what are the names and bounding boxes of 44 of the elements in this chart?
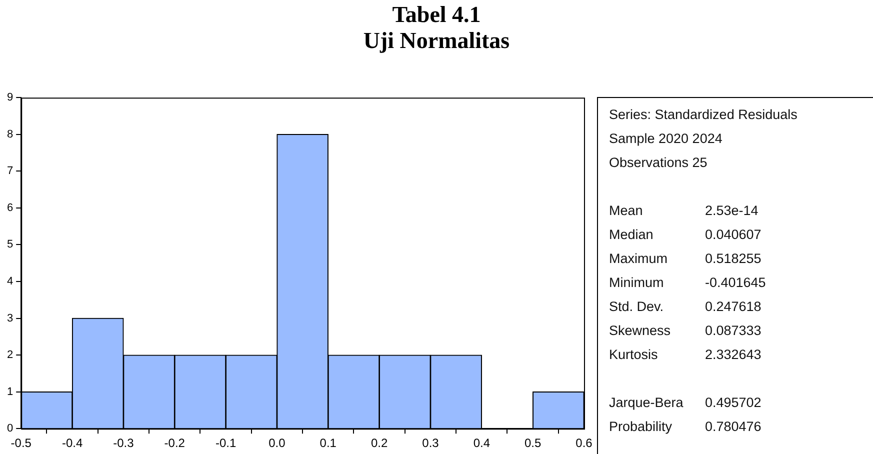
category-label: Median [609,226,654,244]
x-tick-label: 0.2 [370,436,388,450]
y-tick-label: 9 [6,92,14,104]
y-tick-label: 7 [6,165,14,178]
y-tick-label: 2 [6,349,14,362]
x-tick-label: 0.6 [576,436,593,450]
x-tick-label: -0.5 [10,436,32,450]
category-label: Mean [609,202,644,220]
y-tick-label: 4 [6,276,14,288]
text: 0.495702 [705,395,762,410]
y-tick-label: 0 [6,422,14,435]
text: 0.040607 [705,227,762,242]
category-label: Minimum [609,274,665,292]
x-tick-label: 0.4 [473,436,490,450]
y-tick-label: 1 [6,386,14,398]
y-tick-label: 5 [6,238,14,251]
category-label: Jarque-Bera [609,394,684,412]
category-label: Std. Dev. [609,298,665,316]
category-label: Maximum [609,250,669,268]
text: 0.247618 [705,299,762,314]
x-tick-label: -0.4 [62,436,83,450]
category-label: Probability [609,418,674,436]
y-tick-label: 6 [6,202,14,214]
x-tick-label: 0.5 [524,436,542,450]
y-tick-label: 3 [6,312,14,324]
text: -0.401645 [705,275,766,290]
y-tick-label: 8 [6,128,14,140]
text: Series: Standardized Residuals [609,106,798,124]
x-tick-label: -0.1 [215,436,236,450]
x-tick-label: 0.3 [422,436,440,450]
x-tick-label: 0.1 [320,436,337,450]
x-tick-label: -0.2 [164,436,186,450]
category-label: Skewness [609,322,672,340]
x-tick-label: -0.3 [113,436,134,450]
x-tick-label: 0.0 [268,436,286,450]
text: Observations 25 [609,154,708,172]
text: 0.780476 [705,419,762,434]
text: 2.332643 [705,347,762,362]
text: 0.518255 [705,251,762,266]
text: 2.53e-14 [705,203,758,218]
category-label: Kurtosis [609,346,659,364]
text: Sample 2020 2024 [609,130,724,148]
text: 0.087333 [705,323,762,338]
chart-title: Tabel 4.1 Uji Normalitas [362,2,511,54]
